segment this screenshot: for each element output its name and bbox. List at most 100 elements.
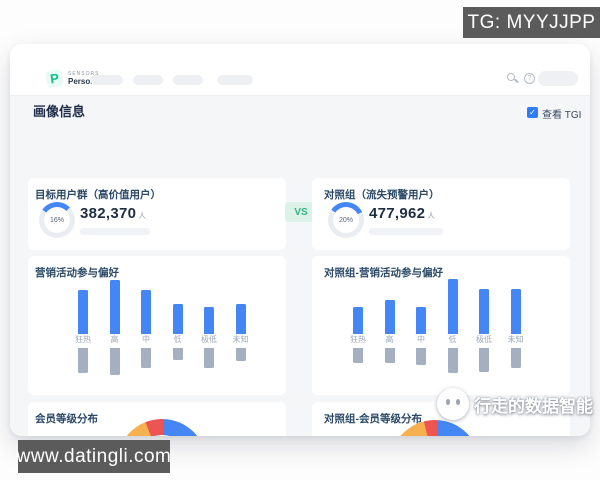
blue-bar (447, 279, 458, 334)
help-icon[interactable]: ? (524, 73, 536, 85)
blue-bar (479, 289, 489, 334)
blue-bar (510, 289, 521, 334)
watermark: 行走的数据智能 (437, 388, 593, 420)
control-group-card: 对照组（流失预警用户） 20% 477,962 人 (312, 178, 570, 250)
bar-column: 未知 (505, 277, 527, 378)
watermark-logo-icon (437, 388, 469, 420)
gray-bar (235, 348, 246, 361)
target-count-unit: 人 (138, 211, 147, 220)
gray-bar (416, 348, 426, 365)
bar-column: 低 (442, 277, 464, 378)
bar-category-label: 狂热 (75, 335, 91, 344)
control-bar-chart: 狂热 高 中 低 极低 未知 (347, 277, 527, 378)
bar-category-label: 高 (110, 335, 119, 344)
target-group-title: 目标用户群（高价值用户） (35, 189, 161, 201)
target-donut-title: 会员等级分布 (35, 413, 98, 425)
bar-category-label: 极低 (201, 335, 217, 344)
target-percent-value: 16% (44, 207, 70, 233)
blue-bar (416, 307, 426, 334)
gray-bar (204, 348, 214, 368)
gray-bar (141, 348, 151, 368)
redacted-text-placeholder (369, 228, 443, 235)
target-percent-donut: 16% (39, 202, 75, 238)
bar-column: 极低 (198, 277, 220, 378)
brand-logo[interactable]: P SENSORS Personas (44, 68, 105, 89)
bar-column: 高 (104, 277, 126, 378)
bar-column: 狂热 (347, 277, 369, 378)
control-bar-chart-title: 对照组-营销活动参与偏好 (324, 267, 443, 279)
target-donut-card: 会员等级分布 (28, 402, 286, 436)
target-bar-chart-title: 营销活动参与偏好 (35, 267, 119, 279)
gray-bar (109, 348, 120, 375)
page-title: 画像信息 (33, 104, 86, 119)
blue-bar (235, 304, 246, 334)
bar-column: 未知 (230, 277, 252, 378)
bar-category-label: 中 (417, 335, 425, 344)
control-percent-donut: 20% (328, 202, 364, 238)
bar-column: 低 (167, 277, 189, 378)
bar-column: 中 (410, 277, 432, 378)
blue-bar (353, 307, 363, 334)
search-icon[interactable] (507, 73, 519, 85)
target-group-card: 目标用户群（高价值用户） 16% 382,370 人 (28, 178, 286, 250)
dashboard-window: P SENSORS Personas ? 画像信息 ✓ 查看 TGI (10, 44, 590, 436)
bar-category-label: 极低 (476, 335, 492, 344)
user-avatar-placeholder[interactable] (538, 71, 578, 86)
brand-name-label: Personas (68, 77, 105, 86)
nav-item-placeholder-4[interactable] (217, 75, 253, 85)
control-donut-title: 对照组-会员等级分布 (324, 413, 422, 425)
bar-column: 中 (135, 277, 157, 378)
site-watermark-badge: www.datingli.com (16, 440, 172, 473)
bar-category-label: 高 (385, 335, 394, 344)
view-tgi-label: 查看 TGI (542, 110, 582, 121)
target-membership-donut (117, 419, 207, 436)
control-percent-value: 20% (333, 207, 359, 233)
control-membership-donut (390, 420, 480, 436)
redacted-text-placeholder (80, 228, 150, 235)
control-donut-card: 对照组-会员等级分布 (312, 402, 570, 436)
nav-item-placeholder-3[interactable] (173, 75, 203, 85)
brand-small-label: SENSORS (68, 71, 100, 77)
blue-bar (141, 290, 151, 334)
watermark-text: 行走的数据智能 (474, 396, 593, 416)
gray-bar (384, 348, 395, 363)
bar-column: 极低 (473, 277, 495, 378)
blue-bar (78, 290, 88, 334)
gray-bar (510, 348, 521, 368)
bar-category-label: 未知 (232, 335, 249, 344)
blue-bar (204, 307, 214, 334)
control-group-title: 对照组（流失预警用户） (324, 189, 440, 201)
bar-category-label: 低 (173, 335, 182, 344)
bar-category-label: 未知 (507, 335, 524, 344)
target-bar-chart: 狂热 高 中 低 极低 未知 (72, 277, 252, 378)
tg-watermark-text: TG: MYYJJPP (467, 11, 596, 33)
control-count: 477,962 人 (369, 205, 436, 222)
gray-bar (78, 348, 88, 373)
content-area: 画像信息 ✓ 查看 TGI 目标用户群（高价值用户） 16% 382,370 人 … (10, 96, 590, 436)
nav-item-placeholder-2[interactable] (133, 75, 163, 85)
gray-bar (353, 348, 363, 363)
sensors-logo-icon: P (44, 68, 65, 89)
bar-category-label: 低 (448, 335, 457, 344)
bar-category-label: 中 (142, 335, 150, 344)
control-bar-chart-card: 对照组-营销活动参与偏好 狂热 高 中 低 极低 未知 (312, 256, 570, 395)
tg-watermark-badge: TG: MYYJJPP (463, 7, 600, 38)
vs-badge: VS (285, 202, 317, 222)
control-count-unit: 人 (427, 211, 436, 220)
bar-column: 高 (379, 277, 401, 378)
gray-bar (447, 348, 458, 373)
blue-bar (109, 280, 120, 334)
gray-bar (479, 348, 489, 372)
target-bar-chart-card: 营销活动参与偏好 狂热 高 中 低 极低 未知 (28, 256, 286, 395)
nav-item-placeholder-1[interactable] (90, 75, 123, 85)
gray-bar (172, 348, 183, 360)
bar-column: 狂热 (72, 277, 94, 378)
blue-bar (384, 300, 395, 334)
target-count: 382,370 人 (80, 205, 147, 222)
bar-category-label: 狂热 (350, 335, 366, 344)
site-watermark-text: www.datingli.com (16, 445, 172, 467)
blue-bar (172, 304, 183, 334)
app-header: P SENSORS Personas ? (10, 44, 590, 96)
view-tgi-checkbox[interactable]: ✓ (527, 107, 538, 118)
